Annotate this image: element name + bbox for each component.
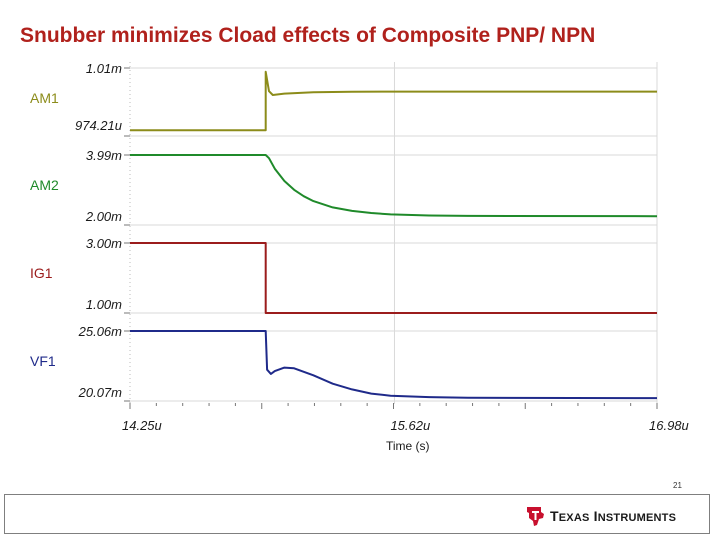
series-name-AM1: AM1	[30, 90, 59, 106]
series-name-IG1: IG1	[30, 265, 53, 281]
y-bottom-label-IG1: 1.00m	[86, 297, 122, 312]
y-bottom-label-VF1: 20.07m	[78, 385, 123, 400]
y-bottom-label-AM1: 974.21u	[75, 118, 122, 133]
x-tick-label-1: 15.62u	[390, 418, 430, 433]
series-name-VF1: VF1	[30, 353, 56, 369]
y-top-label-IG1: 3.00m	[86, 236, 122, 251]
y-top-label-AM1: 1.01m	[86, 61, 122, 76]
x-axis-label: Time (s)	[386, 439, 430, 453]
ti-state-icon	[527, 507, 544, 526]
x-tick-label-0: 14.25u	[122, 418, 162, 433]
footer-bar	[4, 494, 710, 534]
trace-AM2	[130, 154, 658, 218]
trace-IG1	[130, 242, 657, 314]
trace-AM1	[130, 70, 657, 132]
page-number: 21	[673, 481, 682, 490]
texas-instruments-logo: TEXAS INSTRUMENTS	[524, 504, 676, 528]
y-bottom-label-AM2: 2.00m	[85, 209, 122, 224]
y-top-label-VF1: 25.06m	[78, 324, 123, 339]
x-tick-label-2: 16.98u	[649, 418, 689, 433]
trace-VF1	[130, 330, 658, 400]
waveform-chart: 1.01m 974.21u AM1 3.99m 2.00m AM2 3.00m 1.00m IG…	[30, 61, 689, 453]
slide-title: Snubber minimizes Cload effects of Compo…	[20, 24, 596, 47]
series-name-AM2: AM2	[30, 177, 59, 193]
y-top-label-AM2: 3.99m	[86, 148, 122, 163]
logo-text: TEXAS INSTRUMENTS	[550, 508, 677, 524]
